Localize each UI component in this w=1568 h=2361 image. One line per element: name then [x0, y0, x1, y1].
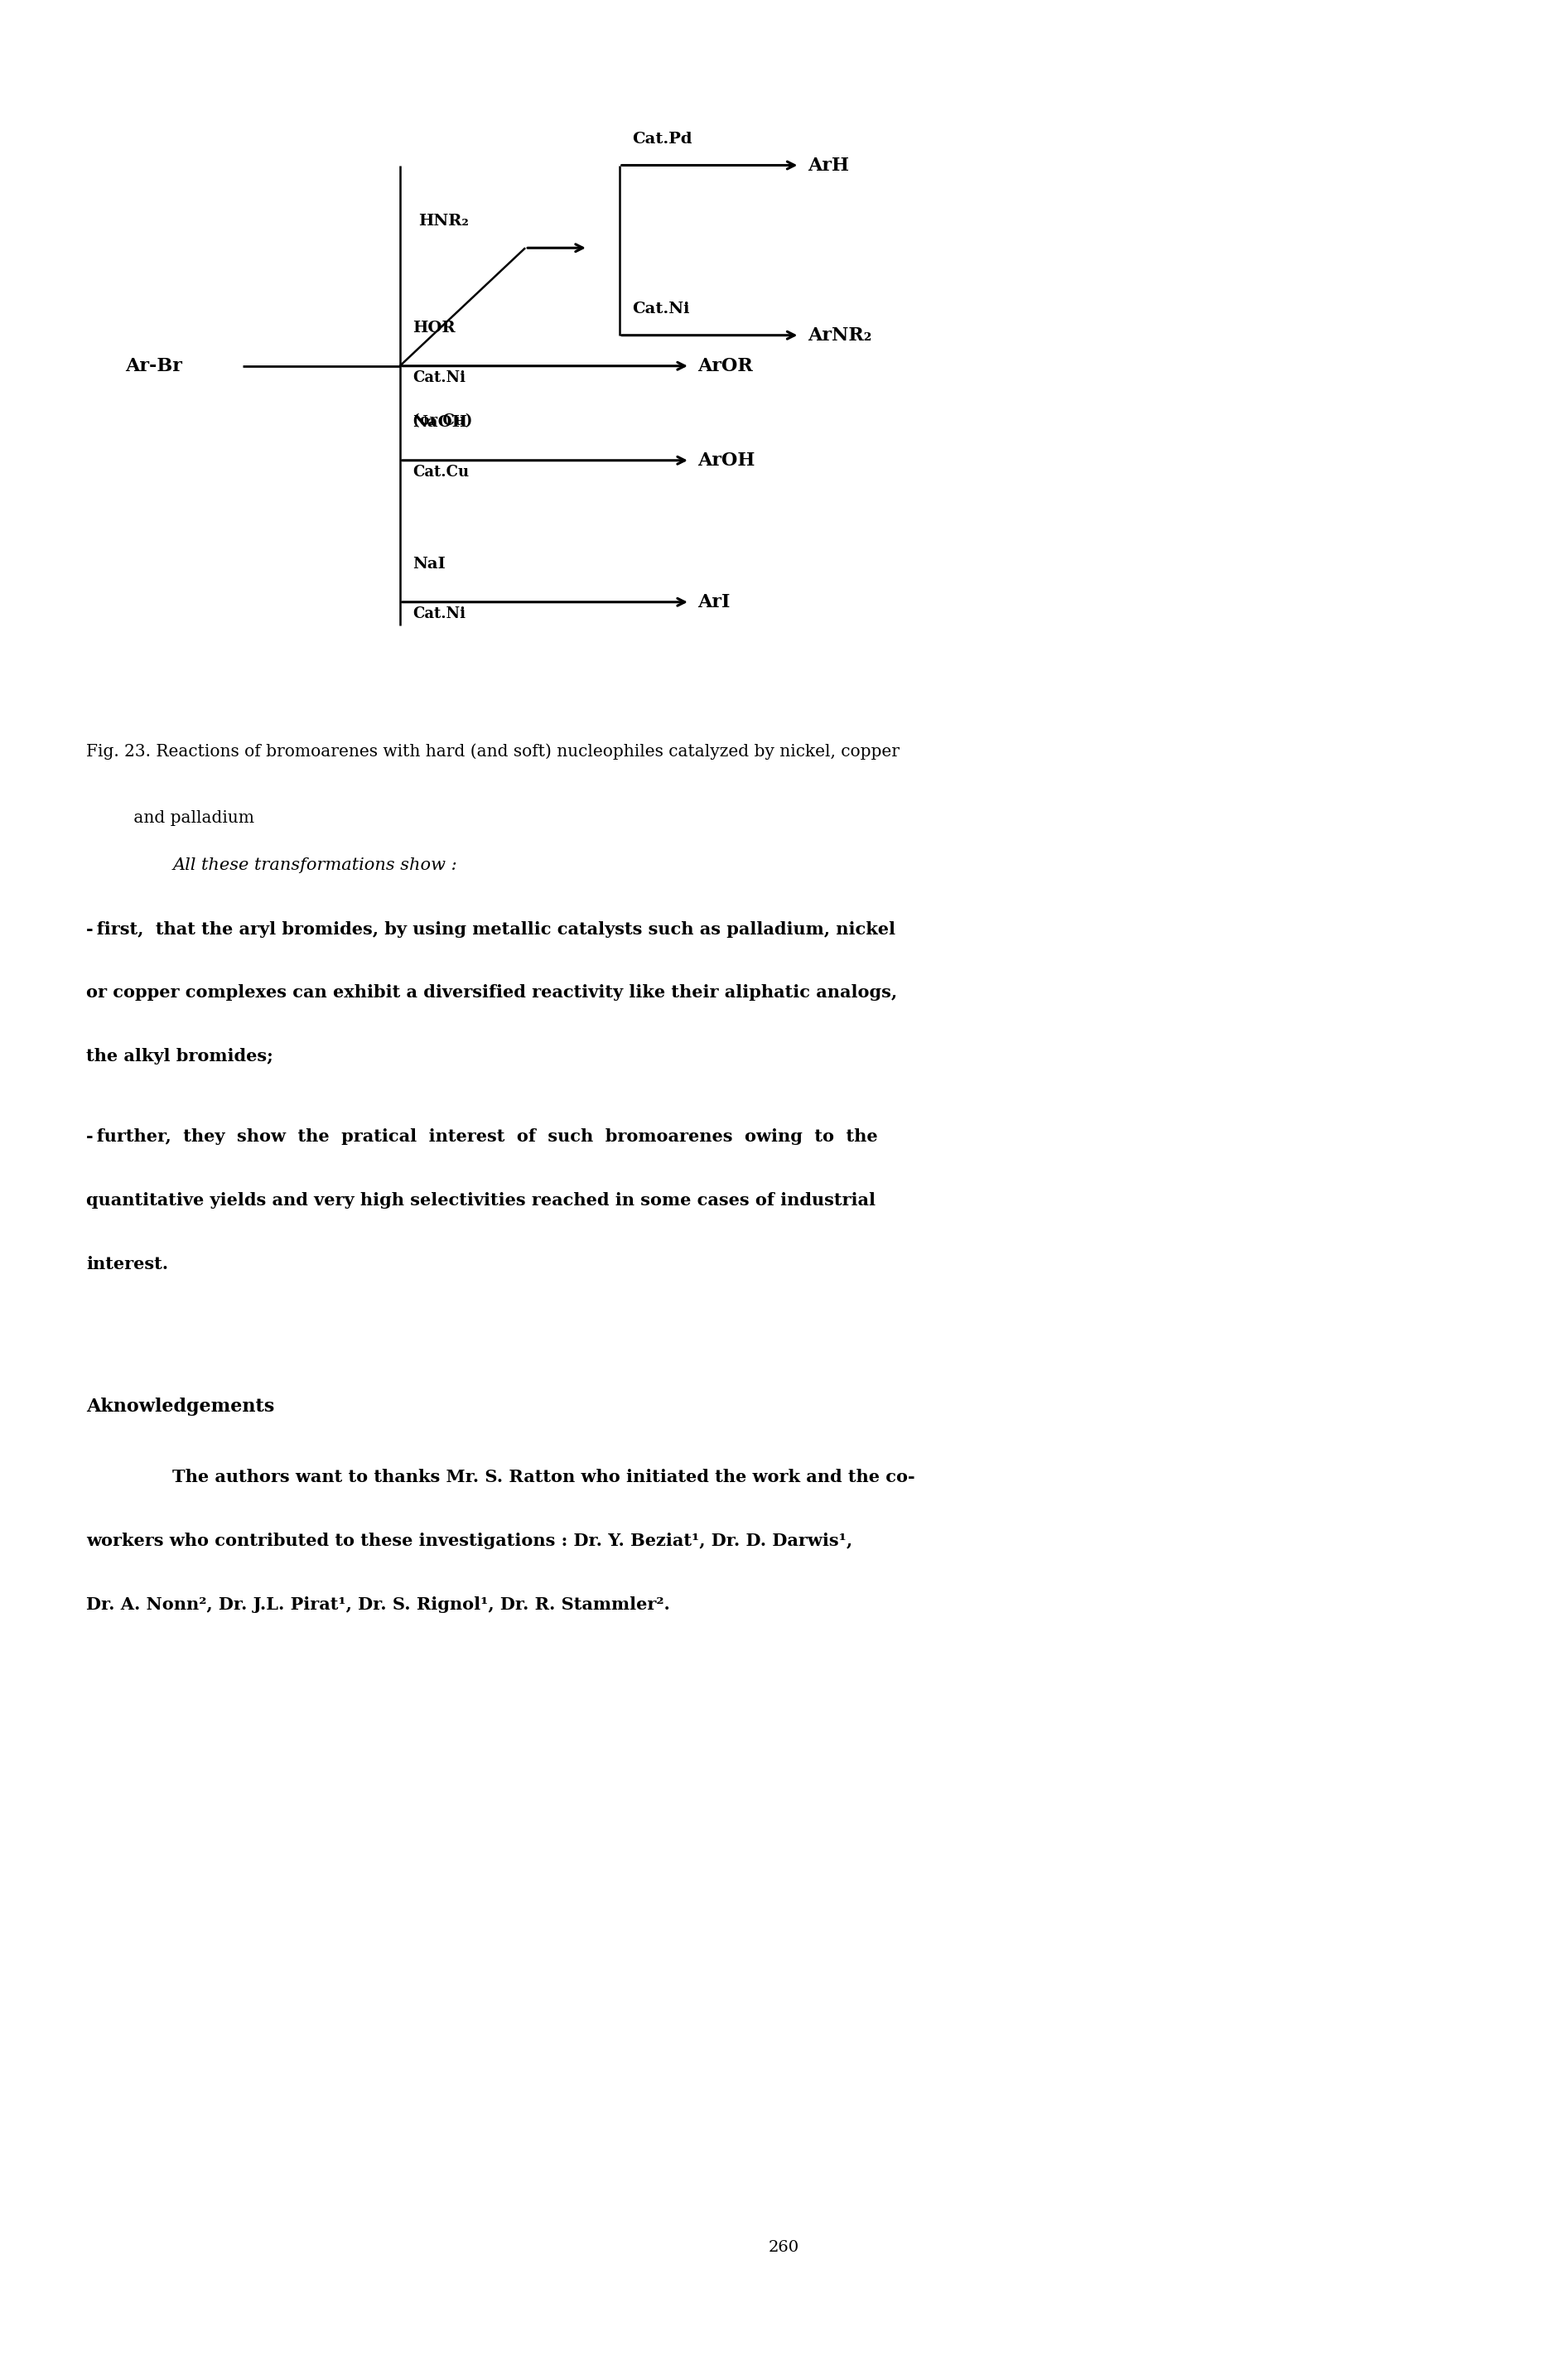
Text: ArH: ArH: [808, 156, 848, 175]
Text: Cat.Cu: Cat.Cu: [412, 465, 469, 479]
Text: or copper complexes can exhibit a diversified reactivity like their aliphatic an: or copper complexes can exhibit a divers…: [86, 985, 897, 1001]
Text: Cat.Ni: Cat.Ni: [412, 607, 466, 621]
Text: Aknowledgements: Aknowledgements: [86, 1398, 274, 1417]
Text: ArNR₂: ArNR₂: [808, 326, 872, 345]
Text: the alkyl bromides;: the alkyl bromides;: [86, 1048, 273, 1065]
Text: HOR: HOR: [412, 321, 455, 335]
Text: Cat.Pd: Cat.Pd: [632, 132, 691, 146]
Text: Cat.Ni: Cat.Ni: [412, 371, 466, 385]
Text: The authors want to thanks Mr. S. Ratton who initiated the work and the co-: The authors want to thanks Mr. S. Ratton…: [172, 1469, 916, 1485]
Text: workers who contributed to these investigations : Dr. Y. Beziat¹, Dr. D. Darwis¹: workers who contributed to these investi…: [86, 1532, 853, 1549]
Text: Ar-Br: Ar-Br: [125, 357, 182, 375]
Text: - further,  they  show  the  pratical  interest  of  such  bromoarenes  owing  t: - further, they show the pratical intere…: [86, 1129, 878, 1145]
Text: ArOH: ArOH: [698, 451, 756, 470]
Text: NaOH: NaOH: [412, 416, 467, 430]
Text: 260: 260: [768, 2241, 800, 2255]
Text: - first,  that the aryl bromides, by using metallic catalysts such as palladium,: - first, that the aryl bromides, by usin…: [86, 921, 895, 937]
Text: and palladium: and palladium: [86, 810, 254, 826]
Text: HNR₂: HNR₂: [419, 215, 469, 229]
Text: Dr. A. Nonn², Dr. J.L. Pirat¹, Dr. S. Rignol¹, Dr. R. Stammler².: Dr. A. Nonn², Dr. J.L. Pirat¹, Dr. S. Ri…: [86, 1596, 670, 1613]
Text: Fig. 23. Reactions of bromoarenes with hard (and soft) nucleophiles catalyzed by: Fig. 23. Reactions of bromoarenes with h…: [86, 744, 900, 760]
Text: Cat.Ni: Cat.Ni: [632, 302, 690, 316]
Text: ArOR: ArOR: [698, 357, 753, 375]
Text: (or Cu): (or Cu): [412, 413, 472, 427]
Text: quantitative yields and very high selectivities reached in some cases of industr: quantitative yields and very high select…: [86, 1192, 875, 1209]
Text: All these transformations show :: All these transformations show :: [172, 857, 458, 874]
Text: ArI: ArI: [698, 593, 731, 611]
Text: NaI: NaI: [412, 557, 445, 571]
Text: interest.: interest.: [86, 1256, 168, 1273]
